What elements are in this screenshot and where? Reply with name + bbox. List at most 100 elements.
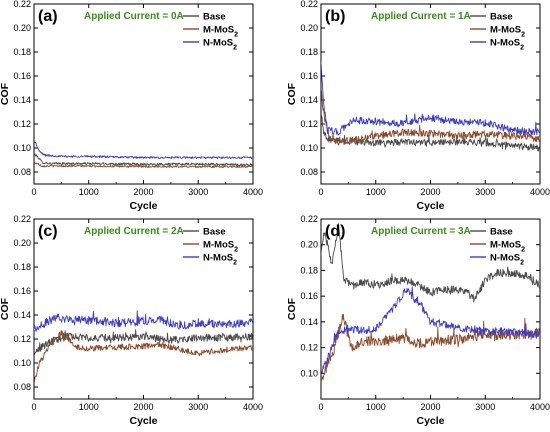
y-tick-label: 0.14 <box>300 317 318 327</box>
applied-current-annotation: Applied Current = 3A <box>371 226 471 237</box>
y-tick-label: 0.18 <box>13 47 31 57</box>
x-tick-label: 2000 <box>420 402 440 412</box>
y-tick-label: 0.16 <box>300 71 318 81</box>
x-tick-label: 4000 <box>530 402 550 412</box>
y-tick-label: 0.08 <box>13 382 31 392</box>
x-tick-label: 0 <box>31 402 36 412</box>
series-group <box>321 61 540 152</box>
y-tick-label: 0.22 <box>300 0 318 9</box>
legend-label: N-MoS2 <box>490 38 524 52</box>
y-tick-label: 0.10 <box>300 368 318 378</box>
x-tick-label: 1000 <box>79 187 99 197</box>
legend-label: N-MoS2 <box>490 253 524 267</box>
y-tick-label: 0.20 <box>13 23 31 33</box>
panel-tag: (d) <box>325 223 345 240</box>
legend-label: M-MoS2 <box>490 25 525 39</box>
applied-current-annotation: Applied Current = 0A <box>84 11 184 22</box>
y-tick-label: 0.14 <box>13 310 31 320</box>
y-axis-title: COF <box>0 297 11 320</box>
series-line-n-mos2 <box>321 61 540 136</box>
y-tick-label: 0.22 <box>300 214 318 224</box>
series-line-n-mos2 <box>34 140 253 159</box>
x-tick-label: 2000 <box>420 187 440 197</box>
chart-panel-4: 0 1000 2000 3000 4000 0.10 0.12 0.14 0.16 0.18 0.2… <box>286 214 550 427</box>
y-tick-label: 0.12 <box>300 343 318 353</box>
y-tick-label: 0.18 <box>13 262 31 272</box>
x-tick-label: 3000 <box>475 187 495 197</box>
series-line-m-mos2 <box>321 90 540 146</box>
series-line-m-mos2 <box>34 330 253 383</box>
y-tick-label: 0.14 <box>300 95 318 105</box>
y-axis-title: COF <box>286 297 298 320</box>
x-axis-title: Cycle <box>129 415 157 427</box>
y-tick-label: 0.18 <box>300 265 318 275</box>
y-tick-label: 0.16 <box>13 286 31 296</box>
series-line-base <box>321 223 540 303</box>
series-line-n-mos2 <box>321 286 540 374</box>
series-line-base <box>34 329 253 355</box>
x-tick-label: 3000 <box>188 187 208 197</box>
x-tick-label: 1000 <box>366 402 386 412</box>
x-axis-title: Cycle <box>416 200 444 212</box>
y-tick-label: 0.20 <box>13 238 31 248</box>
y-axis-title: COF <box>0 82 11 105</box>
y-tick-label: 0.08 <box>300 167 318 177</box>
panel-tag: (a) <box>38 8 58 25</box>
series-line-n-mos2 <box>34 310 253 332</box>
legend-label: M-MoS2 <box>203 240 238 254</box>
x-tick-label: 0 <box>31 187 36 197</box>
y-tick-label: 0.10 <box>13 143 31 153</box>
x-tick-label: 2000 <box>133 402 153 412</box>
y-tick-label: 0.10 <box>300 143 318 153</box>
chart-panel-1: 0 1000 2000 3000 4000 0.08 0.10 0.12 0.14 0.16 0.1… <box>0 0 263 212</box>
x-tick-label: 4000 <box>243 187 263 197</box>
y-tick-label: 0.22 <box>13 214 31 224</box>
panel-tag: (c) <box>38 223 58 240</box>
y-tick-label: 0.10 <box>13 358 31 368</box>
legend-label: M-MoS2 <box>490 240 525 254</box>
series-group <box>321 223 540 381</box>
x-tick-label: 3000 <box>188 402 208 412</box>
series-line-base <box>34 153 253 167</box>
series-group <box>34 310 253 383</box>
x-tick-label: 4000 <box>530 187 550 197</box>
y-tick-label: 0.14 <box>13 95 31 105</box>
y-tick-label: 0.18 <box>300 47 318 57</box>
series-line-m-mos2 <box>34 161 253 168</box>
x-axis-title: Cycle <box>416 415 444 427</box>
legend-label: Base <box>203 12 226 23</box>
y-tick-label: 0.16 <box>300 291 318 301</box>
y-tick-label: 0.20 <box>300 23 318 33</box>
y-tick-label: 0.12 <box>13 119 31 129</box>
x-tick-label: 0 <box>318 402 323 412</box>
series-line-m-mos2 <box>321 314 540 381</box>
x-tick-label: 1000 <box>79 402 99 412</box>
legend-label: N-MoS2 <box>203 253 237 267</box>
y-tick-label: 0.22 <box>13 0 31 9</box>
y-tick-label: 0.12 <box>13 334 31 344</box>
x-tick-label: 1000 <box>366 187 386 197</box>
x-tick-label: 0 <box>318 187 323 197</box>
panel-tag: (b) <box>325 8 345 25</box>
y-tick-label: 0.16 <box>13 71 31 81</box>
legend-label: M-MoS2 <box>203 25 238 39</box>
x-tick-label: 4000 <box>243 402 263 412</box>
applied-current-annotation: Applied Current = 1A <box>371 11 471 22</box>
chart-panel-3: 0 1000 2000 3000 4000 0.08 0.10 0.12 0.14 0.16 0.1… <box>0 214 263 427</box>
series-group <box>34 140 253 168</box>
x-axis-title: Cycle <box>129 200 157 212</box>
chart-panel-2: 0 1000 2000 3000 4000 0.08 0.10 0.12 0.14 0.16 0.1… <box>286 0 550 212</box>
x-tick-label: 3000 <box>475 402 495 412</box>
y-tick-label: 0.20 <box>300 240 318 250</box>
applied-current-annotation: Applied Current = 2A <box>84 226 184 237</box>
y-tick-label: 0.08 <box>13 167 31 177</box>
legend-label: Base <box>203 227 226 238</box>
legend-label: Base <box>490 12 513 23</box>
x-tick-label: 2000 <box>133 187 153 197</box>
y-axis-title: COF <box>286 82 298 105</box>
series-line-base <box>321 114 540 152</box>
legend-label: N-MoS2 <box>203 38 237 52</box>
y-tick-label: 0.12 <box>300 119 318 129</box>
legend-label: Base <box>490 227 513 238</box>
